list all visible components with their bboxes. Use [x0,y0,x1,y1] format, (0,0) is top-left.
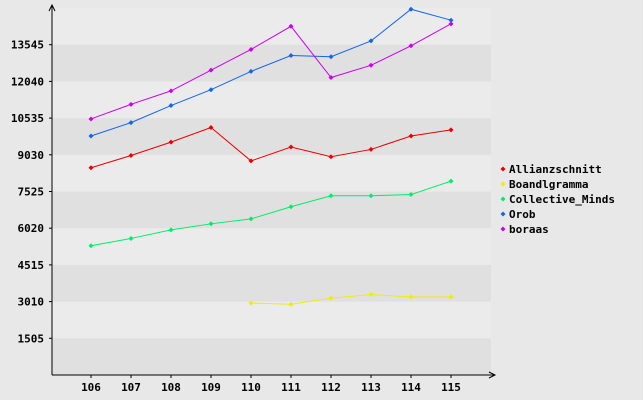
data-point [288,301,294,307]
legend-label: Orob [509,208,536,221]
data-point [168,103,174,109]
y-tick-label: 1505 [18,332,45,345]
data-point [208,87,214,93]
x-tick-label: 109 [201,381,221,394]
series-line [90,8,452,137]
data-point [448,21,454,27]
grid-band [52,264,491,302]
data-point [368,146,374,152]
axes [48,3,497,379]
y-tick-label: 3010 [18,296,45,309]
x-tick-label: 113 [361,381,381,394]
legend-label: Boandlgramma [509,178,588,191]
x-tick-label: 107 [121,381,141,394]
y-tick-label: 9030 [18,149,45,162]
x-axis-arrow [488,371,497,379]
x-tick-label: 110 [241,381,261,394]
data-point [248,216,254,222]
x-tick-label: 106 [81,381,101,394]
grid-band [52,228,491,265]
data-point [368,292,374,298]
x-tick-label: 108 [161,381,181,394]
data-point [208,124,214,130]
data-point [168,139,174,145]
series-group [88,6,454,307]
data-point [328,54,334,60]
data-point [168,88,174,94]
data-point [248,46,254,52]
legend-label: Collective_Minds [509,193,615,206]
legend-marker [500,166,506,172]
grid-bands [52,8,491,375]
data-point [408,133,414,139]
data-point [128,120,134,126]
data-point [248,300,254,306]
data-point [88,243,94,249]
data-point [408,192,414,198]
data-point [328,295,334,301]
series-line [90,126,452,169]
data-point [128,101,134,107]
data-point [208,67,214,73]
data-point [328,74,334,80]
x-tick-label: 114 [401,381,421,394]
series-line [90,23,452,120]
y-tick-label: 6020 [18,222,45,235]
y-tick-label: 4515 [18,259,45,272]
data-point [248,68,254,74]
legend-label: Allianzschnitt [509,163,602,176]
data-point [128,153,134,159]
y-tick-label: 13545 [11,39,44,52]
legend-marker [500,181,506,187]
data-point [288,23,294,29]
data-point [288,53,294,59]
data-point [288,144,294,150]
y-axis-ticks: 1505 3010 4515 6020 7525 9030 10535 12040 13545 [11,39,52,345]
data-point [88,165,94,171]
data-point [408,294,414,300]
grid-band [52,118,491,155]
data-point [88,116,94,122]
x-tick-label: 111 [281,381,301,394]
series-line [250,294,451,305]
data-point [368,62,374,68]
data-point [168,227,174,233]
grid-band [52,301,491,339]
y-tick-label: 12040 [11,75,44,88]
data-point [128,235,134,241]
y-axis-arrow [48,3,56,12]
data-point [448,294,454,300]
data-point [368,193,374,199]
data-point [328,154,334,160]
grid-band [52,81,491,119]
legend-marker [500,196,506,202]
legend-label: boraas [509,223,549,236]
data-point [328,193,334,199]
grid-band [52,8,491,45]
data-point [208,221,214,227]
y-tick-label: 7525 [18,186,45,199]
legend: Allianzschnitt Boandlgramma Collective_Min… [500,163,615,236]
data-point [408,43,414,49]
data-point [248,158,254,164]
data-point [368,38,374,44]
series-line [90,180,452,247]
legend-marker [500,211,506,217]
grid-band [52,191,491,229]
data-point [408,6,414,12]
x-tick-label: 115 [441,381,461,394]
grid-band [52,338,491,375]
data-point [448,17,454,23]
x-tick-label: 112 [321,381,341,394]
grid-band [52,154,491,192]
y-tick-label: 10535 [11,112,44,125]
data-point [448,178,454,184]
legend-marker [500,226,506,232]
data-point [88,133,94,139]
data-point [288,204,294,210]
x-axis-ticks: 106 107 108 109 110 111 112 113 114 115 [81,375,461,394]
data-point [448,127,454,133]
